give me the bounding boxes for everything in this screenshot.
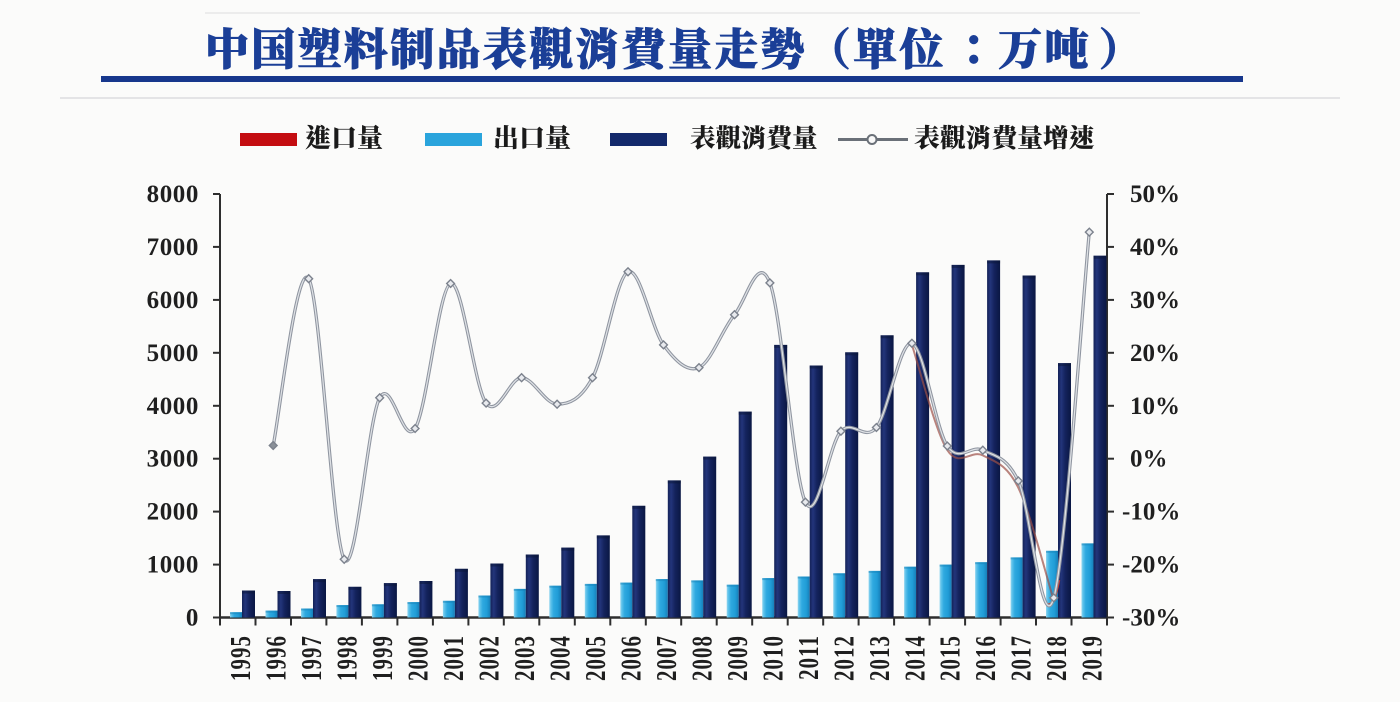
svg-text:2016: 2016 <box>970 635 1002 681</box>
svg-text:8000: 8000 <box>147 181 199 208</box>
svg-text:2015: 2015 <box>934 635 966 681</box>
svg-text:-10%: -10% <box>1122 499 1180 526</box>
svg-text:6000: 6000 <box>147 287 199 314</box>
svg-text:2011: 2011 <box>793 635 825 680</box>
svg-text:2018: 2018 <box>1041 635 1073 681</box>
svg-text:-30%: -30% <box>1122 605 1180 632</box>
svg-text:2013: 2013 <box>864 635 896 681</box>
svg-text:1997: 1997 <box>296 635 328 681</box>
svg-text:2008: 2008 <box>686 635 718 681</box>
svg-text:2010: 2010 <box>757 635 789 681</box>
svg-text:3000: 3000 <box>147 446 199 473</box>
svg-text:2005: 2005 <box>580 635 612 681</box>
svg-text:1996: 1996 <box>260 635 292 681</box>
svg-text:1999: 1999 <box>367 635 399 681</box>
svg-text:2012: 2012 <box>828 635 860 681</box>
svg-text:2014: 2014 <box>899 635 931 681</box>
svg-text:2002: 2002 <box>473 635 505 681</box>
svg-text:2019: 2019 <box>1076 635 1108 681</box>
svg-text:30%: 30% <box>1130 287 1180 314</box>
svg-text:10%: 10% <box>1130 393 1180 420</box>
svg-text:4000: 4000 <box>147 393 199 420</box>
svg-text:2007: 2007 <box>651 635 683 681</box>
svg-text:7000: 7000 <box>147 234 199 261</box>
svg-text:50%: 50% <box>1130 181 1180 208</box>
svg-text:1995: 1995 <box>225 635 257 681</box>
svg-text:2006: 2006 <box>615 635 647 681</box>
svg-text:2003: 2003 <box>509 635 541 681</box>
svg-text:40%: 40% <box>1130 234 1180 261</box>
svg-text:2001: 2001 <box>438 635 470 681</box>
svg-text:20%: 20% <box>1130 340 1180 367</box>
svg-text:2000: 2000 <box>147 499 199 526</box>
svg-text:2000: 2000 <box>402 635 434 681</box>
svg-text:2009: 2009 <box>722 635 754 681</box>
svg-text:1000: 1000 <box>147 552 199 579</box>
svg-text:2004: 2004 <box>544 635 576 681</box>
svg-text:1998: 1998 <box>331 635 363 681</box>
svg-text:2017: 2017 <box>1005 635 1037 681</box>
svg-text:5000: 5000 <box>147 340 199 367</box>
svg-text:0%: 0% <box>1130 446 1168 473</box>
svg-text:0: 0 <box>186 605 199 632</box>
svg-text:-20%: -20% <box>1122 552 1180 579</box>
